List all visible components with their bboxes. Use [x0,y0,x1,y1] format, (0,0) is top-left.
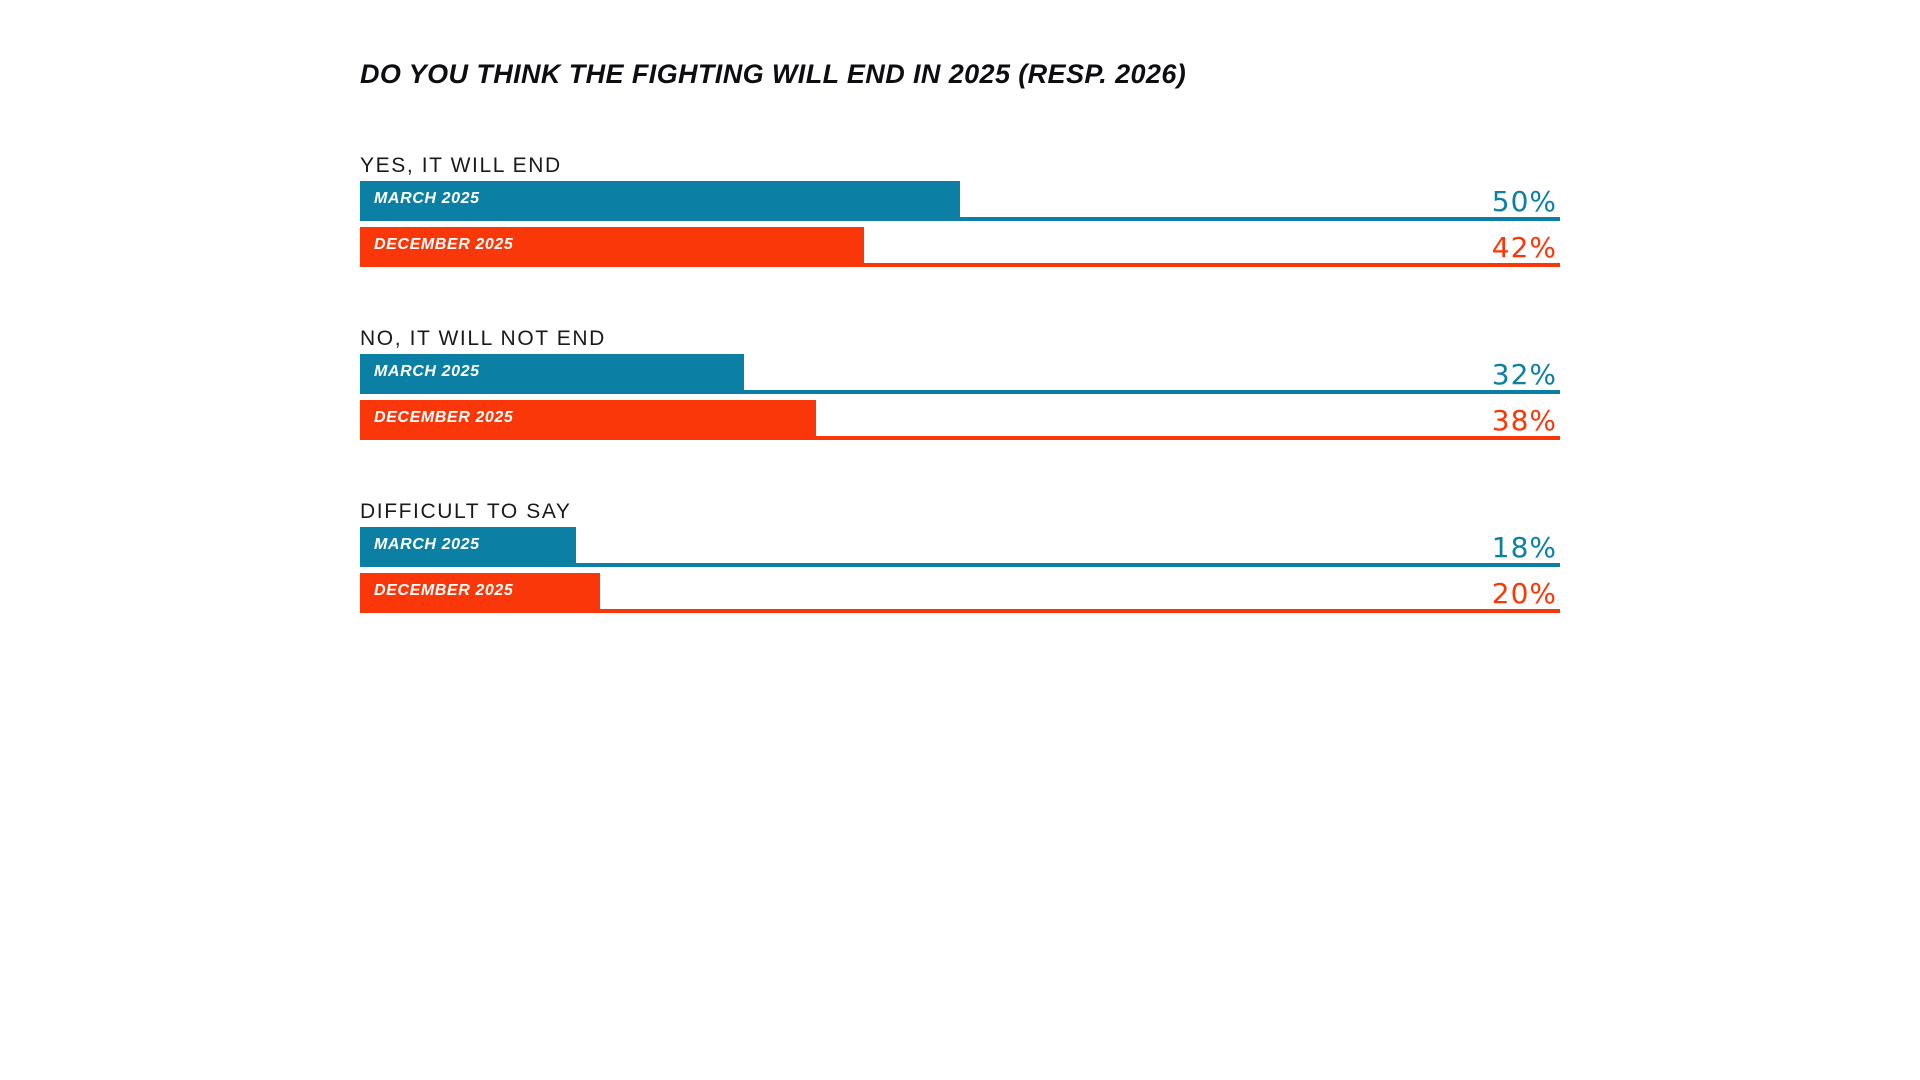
value-label: 38% [1491,404,1557,438]
bar-baseline [360,436,1560,441]
value-label: 32% [1491,358,1557,392]
bar-march-2025: MARCH 2025 [360,527,576,564]
bar-row-march: MARCH 2025 18% [360,527,1560,568]
bar-baseline [360,563,1560,568]
bar-december-2025: DECEMBER 2025 [360,573,600,610]
value-label: 18% [1491,531,1557,565]
value-label: 20% [1491,577,1557,611]
bar-row-december: DECEMBER 2025 20% [360,573,1560,614]
bar-baseline [360,263,1560,268]
chart-group-difficult: DIFFICULT TO SAY MARCH 2025 18% DECEMBER… [360,498,1560,614]
bar-series-label: DECEMBER 2025 [374,236,514,254]
chart-group-no: NO, IT WILL NOT END MARCH 2025 32% DECEM… [360,325,1560,441]
bar-december-2025: DECEMBER 2025 [360,400,816,437]
chart-title: DO YOU THINK THE FIGHTING WILL END IN 20… [360,59,1187,89]
chart-group-yes: YES, IT WILL END MARCH 2025 50% DECEMBER… [360,152,1560,268]
bar-december-2025: DECEMBER 2025 [360,227,864,264]
bar-baseline [360,609,1560,614]
bar-series-label: MARCH 2025 [374,363,480,381]
bar-series-label: DECEMBER 2025 [374,582,514,600]
bar-march-2025: MARCH 2025 [360,181,960,218]
bar-row-december: DECEMBER 2025 38% [360,400,1560,441]
value-label: 50% [1491,185,1557,219]
bar-row-march: MARCH 2025 50% [360,181,1560,222]
group-heading: DIFFICULT TO SAY [360,500,572,524]
group-heading: NO, IT WILL NOT END [360,327,606,351]
bar-row-december: DECEMBER 2025 42% [360,227,1560,268]
group-heading: YES, IT WILL END [360,154,562,178]
bar-series-label: MARCH 2025 [374,190,480,208]
chart-content: DO YOU THINK THE FIGHTING WILL END IN 20… [360,0,1560,671]
bar-baseline [360,390,1560,395]
bar-row-march: MARCH 2025 32% [360,354,1560,395]
bar-series-label: DECEMBER 2025 [374,409,514,427]
value-label: 42% [1491,231,1557,265]
bar-baseline [360,217,1560,222]
bar-series-label: MARCH 2025 [374,536,480,554]
bar-march-2025: MARCH 2025 [360,354,744,391]
